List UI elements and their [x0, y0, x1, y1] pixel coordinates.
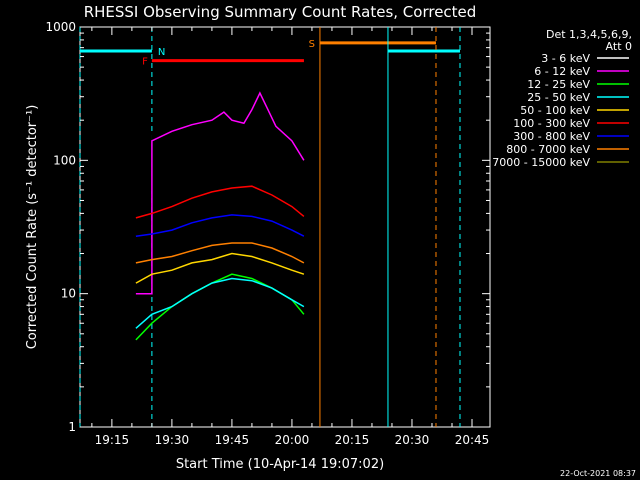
x-tick-label: 20:45	[455, 433, 490, 447]
series-line	[135, 91, 305, 295]
y-tick-label: 100	[53, 153, 76, 167]
chart-title: RHESSI Observing Summary Count Rates, Co…	[84, 3, 477, 21]
series-line	[135, 242, 305, 264]
legend-entry-label: 7000 - 15000 keV	[492, 156, 590, 169]
x-tick-label: 19:45	[215, 433, 250, 447]
annotation-label: S	[309, 39, 315, 50]
legend-entry-label: 100 - 300 keV	[513, 117, 590, 130]
y-axis-label: Corrected Count Rate (s⁻¹ detector⁻¹)	[25, 105, 40, 350]
legend-header: Det 1,3,4,5,6,9,	[546, 28, 632, 41]
annotation-label: N	[158, 47, 165, 58]
x-tick-label: 20:00	[275, 433, 310, 447]
legend-header: Att 0	[606, 40, 632, 53]
legend-entry-label: 12 - 25 keV	[527, 78, 590, 91]
timestamp: 22-Oct-2021 08:37	[560, 469, 636, 478]
x-tick-label: 19:15	[95, 433, 130, 447]
x-tick-label: 20:30	[395, 433, 430, 447]
x-tick-label: 20:15	[335, 433, 370, 447]
x-axis-label: Start Time (10-Apr-14 19:07:02)	[176, 457, 384, 472]
legend-entry-label: 800 - 7000 keV	[506, 143, 590, 156]
bars-layer	[79, 27, 461, 427]
annotations-layer: NF S	[142, 39, 315, 68]
series-line	[135, 214, 305, 237]
y-tick-label: 1	[68, 420, 76, 434]
annotation-label: F	[142, 57, 148, 68]
legend-entry-label: 3 - 6 keV	[541, 52, 590, 65]
series-line	[135, 106, 305, 191]
legend-entry-label: 50 - 100 keV	[520, 104, 590, 117]
y-tick-label: 10	[61, 287, 76, 301]
series-line	[135, 277, 305, 329]
x-tick-label: 19:30	[155, 433, 190, 447]
legend-entry-label: 6 - 12 keV	[534, 65, 590, 78]
series-line	[135, 252, 305, 284]
y-tick-label: 1000	[45, 20, 76, 34]
series-line	[135, 185, 305, 219]
series-line	[135, 273, 305, 341]
legend-entry-label: 300 - 800 keV	[513, 130, 590, 143]
legend-entry-label: 25 - 50 keV	[527, 91, 590, 104]
ticks-layer: 1 10 100 1000 19:15 19:30 19:45 20:00 20:15 20:30…	[45, 20, 490, 447]
series-layer	[135, 91, 305, 341]
